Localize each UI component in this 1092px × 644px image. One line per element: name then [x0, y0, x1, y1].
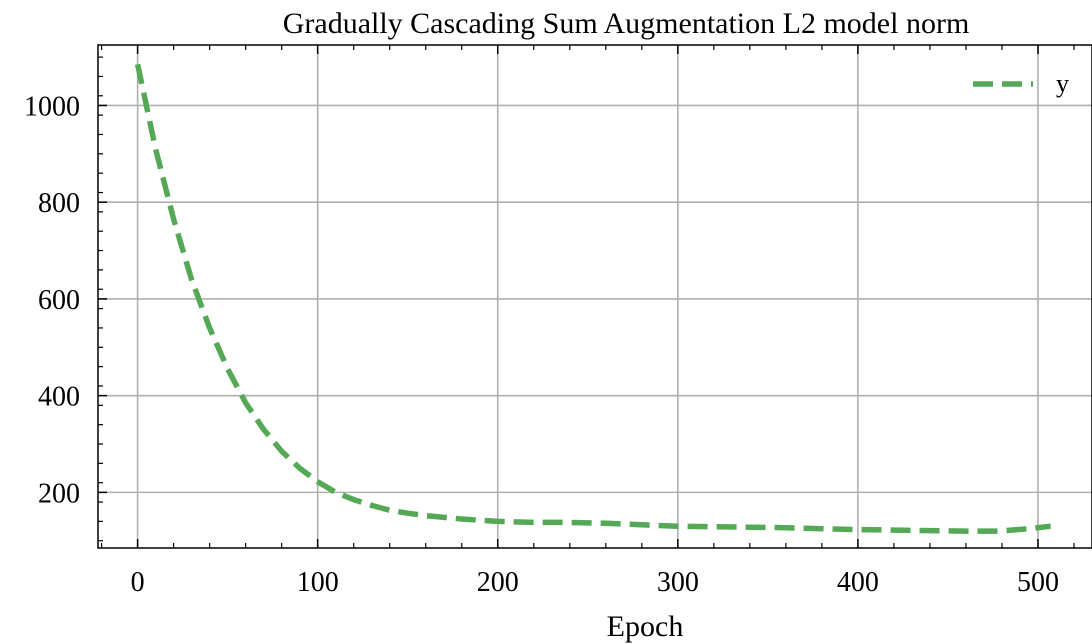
grid	[98, 45, 1092, 548]
series-layer	[134, 63, 1051, 534]
x-tick-label: 300	[657, 567, 699, 598]
legend-label: y	[1056, 69, 1069, 98]
legend: y	[973, 69, 1069, 98]
x-tick-label: 200	[477, 567, 519, 598]
y-tick-label: 800	[38, 188, 80, 219]
y-tick-label: 600	[38, 285, 80, 316]
plot-frame	[97, 44, 1092, 549]
y-tick-label: 1000	[24, 91, 80, 122]
chart-title: Gradually Cascading Sum Augmentation L2 …	[283, 7, 970, 40]
x-tick-label: 100	[297, 567, 339, 598]
x-tick-label: 400	[837, 567, 879, 598]
x-tick-label: 0	[131, 567, 145, 598]
axis-ticks: 0 100 200 300 400 500 200 400 600 800 1000	[24, 45, 1075, 598]
y-tick-label: 400	[38, 382, 80, 413]
series-line	[134, 63, 1051, 534]
y-tick-label: 200	[38, 478, 80, 509]
x-tick-label: 500	[1017, 567, 1059, 598]
x-axis-label: Epoch	[607, 610, 684, 643]
